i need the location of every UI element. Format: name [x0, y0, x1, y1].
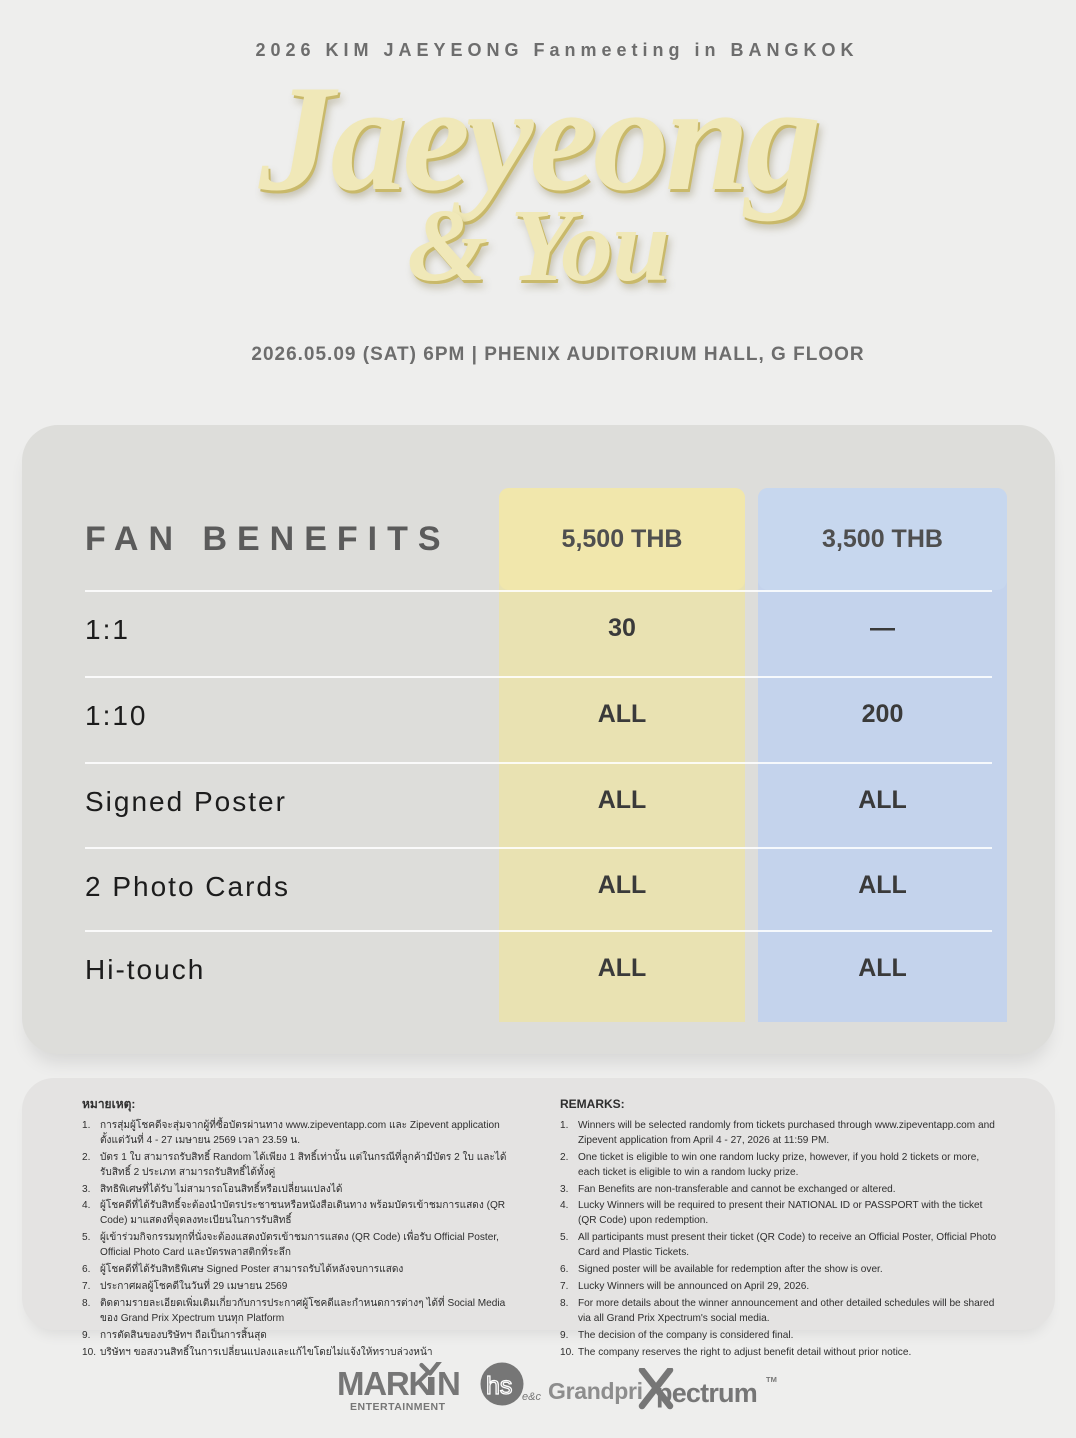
svg-text:e&c: e&c	[522, 1391, 541, 1403]
svg-text:Grandpri: Grandpri	[548, 1378, 643, 1404]
svg-text:MARK: MARK	[338, 1365, 433, 1402]
svg-text:hs: hs	[486, 1372, 512, 1400]
svg-text:N: N	[437, 1365, 461, 1402]
svg-text:TM: TM	[766, 1375, 777, 1384]
svg-text:ENTERTAINMENT: ENTERTAINMENT	[350, 1401, 446, 1413]
